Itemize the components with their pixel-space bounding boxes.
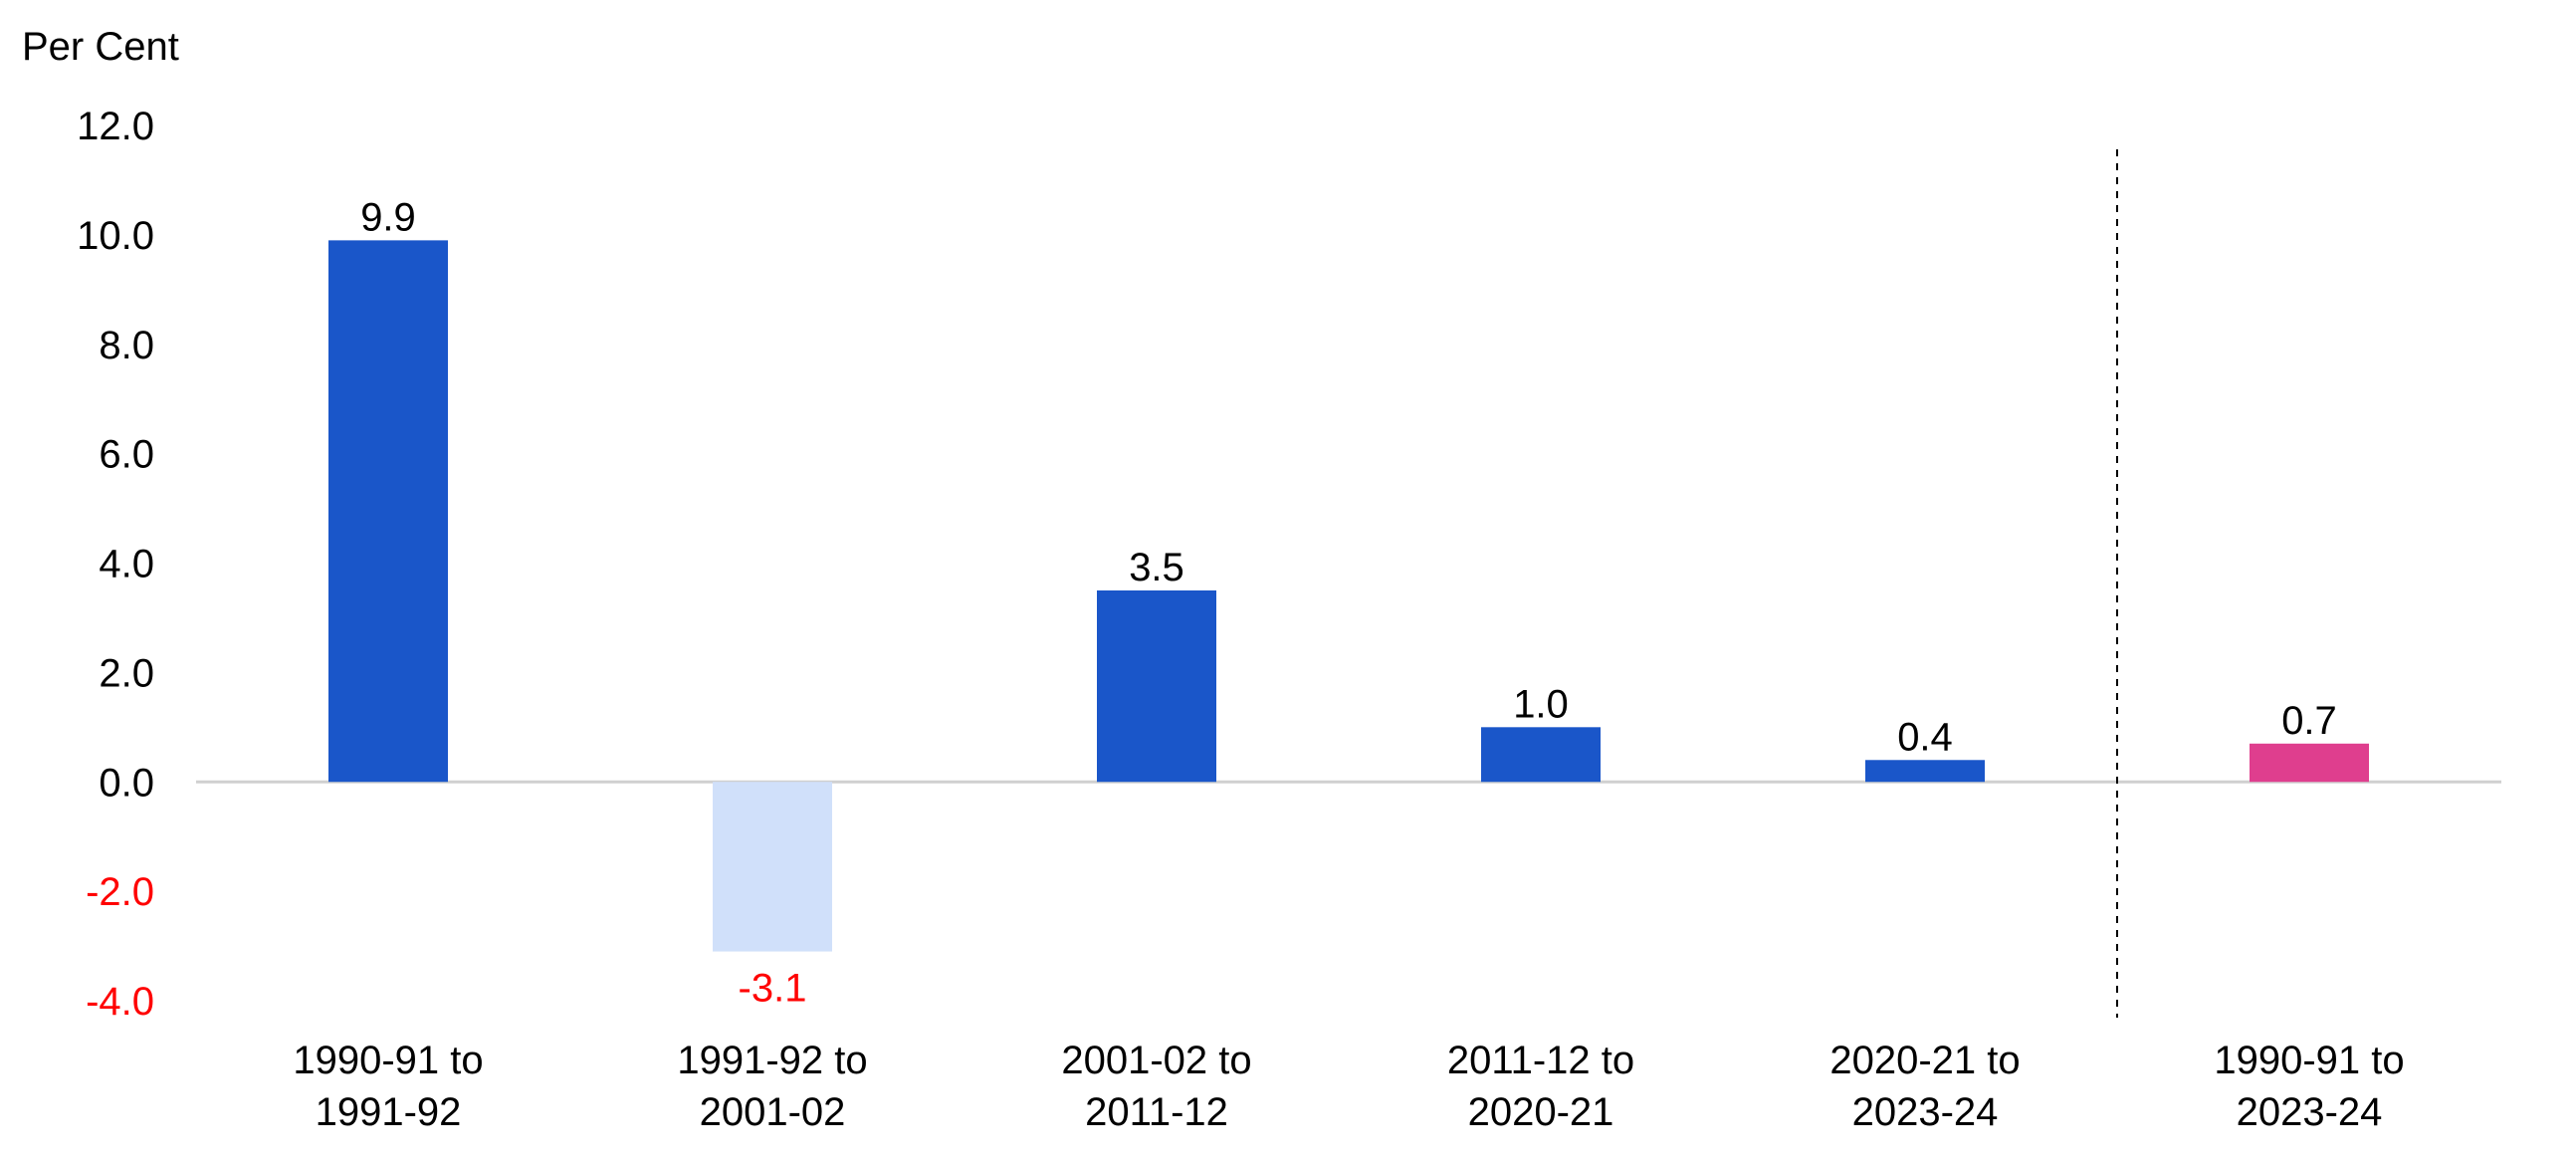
bars bbox=[328, 240, 2369, 952]
category-label-line: 1990-91 to bbox=[293, 1039, 483, 1082]
y-tick-label: -4.0 bbox=[86, 980, 154, 1024]
data-label: 1.0 bbox=[1513, 682, 1569, 726]
y-tick-label: -2.0 bbox=[86, 870, 154, 914]
category-label: 1990-91 to 1991-92 bbox=[293, 1039, 483, 1134]
bar bbox=[1481, 727, 1601, 783]
category-label: 2001-02 to 2011-12 bbox=[1061, 1039, 1251, 1134]
category-label-line: 1990-91 to bbox=[2214, 1039, 2404, 1082]
y-tick-label: 6.0 bbox=[99, 433, 154, 477]
y-tick-label: 4.0 bbox=[99, 543, 154, 586]
data-label: -3.1 bbox=[739, 967, 807, 1011]
category-label-line: 2020-21 bbox=[1468, 1090, 1614, 1134]
category-label-line: 2001-02 bbox=[700, 1090, 846, 1134]
bar bbox=[1865, 760, 1985, 783]
y-tick-label: 8.0 bbox=[99, 324, 154, 367]
data-label: 0.7 bbox=[2281, 699, 2337, 743]
category-label: 2020-21 to 2023-24 bbox=[1829, 1039, 2020, 1134]
y-tick-label: 0.0 bbox=[99, 761, 154, 805]
bar bbox=[1097, 589, 1216, 783]
data-label: 3.5 bbox=[1129, 546, 1184, 589]
y-axis-ticks: 12.0 10.0 8.0 6.0 4.0 2.0 0.0 -2.0 -4.0 bbox=[77, 105, 154, 1024]
category-label-line: 2020-21 to bbox=[1829, 1039, 2020, 1082]
bar bbox=[328, 240, 448, 783]
bar bbox=[2250, 743, 2369, 783]
y-tick-label: 12.0 bbox=[77, 105, 154, 148]
category-label-line: 2011-12 to bbox=[1447, 1039, 1634, 1082]
data-labels: 9.9 -3.1 3.5 1.0 0.4 0.7 bbox=[360, 195, 2337, 1010]
data-label: 0.4 bbox=[1897, 715, 1953, 759]
y-axis-unit-label: Per Cent bbox=[22, 25, 179, 69]
category-label-line: 2001-02 to bbox=[1061, 1039, 1251, 1082]
bar bbox=[713, 782, 832, 952]
category-label: 2011-12 to 2020-21 bbox=[1447, 1039, 1634, 1134]
category-label: 1990-91 to 2023-24 bbox=[2214, 1039, 2404, 1134]
category-label-line: 1991-92 to bbox=[677, 1039, 867, 1082]
category-labels: 1990-91 to 1991-92 1991-92 to 2001-02 2001-0… bbox=[293, 1039, 2404, 1134]
category-label-line: 2023-24 bbox=[1852, 1090, 1999, 1134]
category-label-line: 1991-92 bbox=[316, 1090, 462, 1134]
category-label: 1991-92 to 2001-02 bbox=[677, 1039, 867, 1134]
y-tick-label: 2.0 bbox=[99, 651, 154, 695]
category-label-line: 2023-24 bbox=[2237, 1090, 2383, 1134]
data-label: 9.9 bbox=[360, 195, 416, 239]
y-tick-label: 10.0 bbox=[77, 214, 154, 258]
category-label-line: 2011-12 bbox=[1085, 1090, 1228, 1134]
